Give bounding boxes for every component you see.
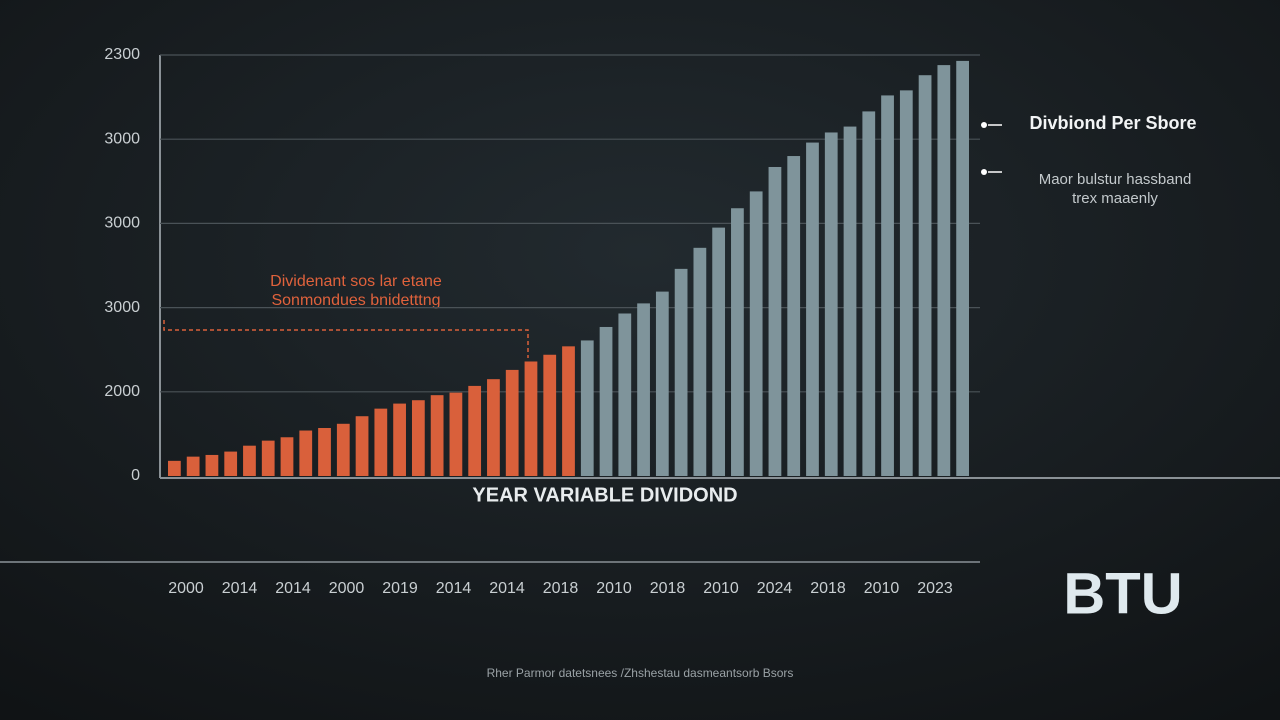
bar (862, 111, 876, 476)
annotation: Dividenant sos lar etane Sonmondues bnid… (163, 273, 529, 358)
bar (468, 385, 482, 476)
x-tick-label: 2014 (436, 580, 472, 597)
bar (449, 392, 463, 476)
annotation-text: Sonmondues bnidetttng (271, 292, 440, 309)
bar (881, 95, 894, 476)
bar (336, 423, 350, 476)
y-tick-label: 3000 (104, 299, 140, 316)
bar (318, 428, 331, 476)
x-tick-label: 2010 (596, 580, 632, 597)
bar (712, 227, 726, 476)
bar (168, 460, 181, 476)
bar (411, 400, 425, 476)
bar (355, 416, 369, 476)
bar (599, 326, 613, 476)
bar (562, 346, 575, 476)
bar (205, 454, 219, 476)
x-tick-label: 2014 (275, 580, 311, 597)
bar (580, 340, 594, 476)
bar (899, 90, 913, 476)
bar (261, 440, 275, 476)
bar (543, 354, 557, 476)
y-tick-label: 2000 (104, 383, 140, 400)
bar (505, 369, 519, 476)
y-tick-label: 2300 (104, 46, 140, 63)
bar (768, 166, 782, 476)
x-tick-label: 2019 (382, 580, 418, 597)
bar (637, 303, 650, 476)
bar (618, 313, 632, 476)
legend-label: Maor bulstur hassband (1039, 171, 1192, 188)
x-tick-label: 2023 (917, 580, 953, 597)
y-tick-label: 3000 (104, 215, 140, 232)
bar (224, 451, 238, 476)
bar (824, 132, 838, 477)
legend-dot (981, 122, 987, 128)
x-tick-label: 2010 (864, 580, 900, 597)
bar (787, 156, 801, 477)
bar (487, 379, 500, 476)
legend-label: Divbiond Per Sbore (1029, 113, 1196, 133)
y-tick-label: 0 (131, 467, 140, 484)
bar (937, 65, 951, 476)
bar (374, 408, 388, 476)
bar (393, 403, 406, 476)
bar (731, 208, 744, 476)
brand: BTU (1063, 561, 1182, 626)
x-tick-label: 2014 (222, 580, 258, 597)
bar (918, 75, 932, 476)
bar (186, 456, 200, 476)
x-tick-label: 2000 (329, 580, 365, 597)
x-tick-label: 2014 (489, 580, 525, 597)
bar (693, 247, 707, 476)
x-tick-label: 2018 (650, 580, 686, 597)
legend-label: trex maaenly (1072, 190, 1158, 207)
legend-dot (981, 169, 987, 175)
bar (430, 395, 444, 476)
bar (280, 437, 294, 476)
bar (243, 445, 256, 476)
chart-title: YEAR VARIABLE DIVIDOND (472, 484, 737, 506)
footer: Rher Parmor datetsnees /Zhshestau dasmea… (487, 666, 794, 680)
x-tick-label: 2018 (543, 580, 579, 597)
x-tick-label: 2018 (810, 580, 846, 597)
bar (674, 268, 688, 476)
bar (299, 430, 313, 476)
x-tick-label: 2000 (168, 580, 204, 597)
bar (524, 361, 538, 476)
bar (806, 142, 819, 476)
bar (843, 126, 857, 476)
legend: Divbiond Per Sbore Maor bulstur hassband… (981, 113, 1197, 207)
y-tick-label: 3000 (104, 130, 140, 147)
bar (655, 291, 669, 476)
bar (749, 191, 763, 477)
bar (956, 60, 969, 476)
annotation-bracket (163, 320, 529, 358)
x-tick-label: 2024 (757, 580, 793, 597)
annotation-text: Dividenant sos lar etane (270, 273, 442, 290)
x-tick-label: 2010 (703, 580, 739, 597)
